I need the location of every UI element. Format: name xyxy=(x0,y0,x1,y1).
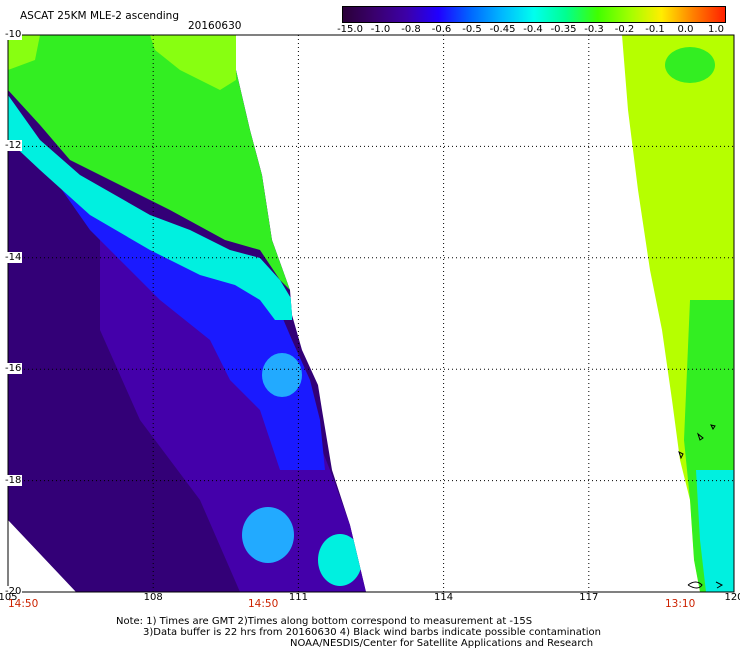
longitude-label: 111 xyxy=(288,592,308,603)
time-label-1: 14:50 xyxy=(8,598,39,610)
latitude-label: -10 xyxy=(4,29,23,40)
coastline-marks xyxy=(678,424,724,589)
longitude-label: 117 xyxy=(579,592,599,603)
latitude-label: -16 xyxy=(4,363,23,375)
colorbar-tick-label: 1.0 xyxy=(708,24,724,35)
latitude-label: -18 xyxy=(4,474,23,486)
colorbar-tick-label: 0.0 xyxy=(677,24,694,35)
latitude-label: -12 xyxy=(4,140,23,152)
longitude-label: 105 xyxy=(0,592,18,603)
swath-right xyxy=(622,35,734,592)
colorbar-tick-label: -1.0 xyxy=(370,24,391,35)
colorbar-tick-label: -0.3 xyxy=(584,24,604,35)
colorbar-tick-label: -0.6 xyxy=(431,24,452,35)
note-line-3: NOAA/NESDIS/Center for Satellite Applica… xyxy=(290,638,594,649)
colorbar-tick-label: -0.4 xyxy=(523,24,543,35)
longitude-label: 120 xyxy=(724,592,740,603)
product-date: 20160630 xyxy=(188,20,242,32)
time-label-3: 13:10 xyxy=(665,598,696,610)
time-label-2: 14:50 xyxy=(248,598,279,610)
colorbar-tick-label: -15.0 xyxy=(337,24,363,35)
note-line-1: Note: 1) Times are GMT 2)Times along bot… xyxy=(116,616,533,627)
colorbar-tick-label: -0.2 xyxy=(614,24,635,35)
latitude-label: -20 xyxy=(4,586,23,597)
colorbar-tick-label: -0.35 xyxy=(550,24,577,35)
colorbar-tick-label: -0.1 xyxy=(645,24,665,35)
product-title: ASCAT 25KM MLE-2 ascending xyxy=(20,10,179,22)
latitude-label: -14 xyxy=(4,251,23,263)
longitude-label: 114 xyxy=(434,592,454,603)
colorbar-tick-label: -0.5 xyxy=(462,24,482,35)
colorbar-tick-label: -0.8 xyxy=(401,24,421,35)
colorbar xyxy=(342,6,726,23)
longitude-label: 108 xyxy=(143,592,163,603)
map-grid xyxy=(8,35,734,592)
colorbar-tick-label: -0.45 xyxy=(489,24,516,35)
note-line-2: 3)Data buffer is 22 hrs from 20160630 4)… xyxy=(143,627,601,638)
